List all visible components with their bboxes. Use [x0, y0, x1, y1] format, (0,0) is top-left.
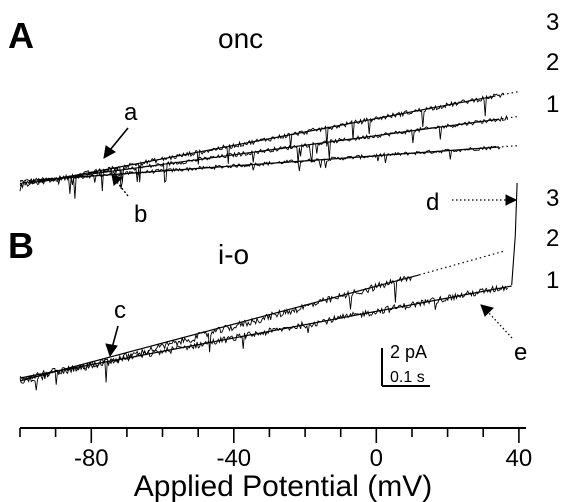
series-label-b-1: 1 [546, 267, 559, 294]
annotation-arrows [103, 127, 518, 358]
arrow-c [111, 325, 119, 349]
panel-a-letter: A [8, 15, 34, 56]
x-tick-label: 0 [370, 445, 383, 472]
arrow-a-head [103, 145, 116, 159]
series-b-2-trace [19, 275, 413, 391]
series-b-2-extrapolation [418, 250, 505, 276]
series-a-1-trace [19, 145, 501, 186]
annotation-c-label: c [114, 297, 126, 324]
arrow-c-head [105, 343, 118, 358]
arrow-e [487, 311, 513, 339]
series-label-b-3: 3 [546, 185, 559, 212]
series-a-2-trace [19, 114, 509, 194]
annotation-a-label: a [124, 99, 138, 126]
panel-a-title: onc [218, 23, 263, 54]
scale-bar-current-label: 2 pA [390, 342, 427, 362]
x-tick-label: -80 [74, 445, 109, 472]
series-a-1-extrapolation [497, 145, 519, 148]
scale-bar-time-label: 0.1 s [390, 369, 425, 386]
series-b-3-trace [511, 182, 518, 286]
arrow-b [116, 181, 129, 197]
scale-bar [381, 348, 430, 387]
annotation-e-label: e [514, 339, 527, 366]
annotation-b-label: b [134, 201, 147, 228]
x-tick-label: 40 [506, 445, 533, 472]
series-label-a-2: 2 [546, 49, 559, 76]
series-label-a-3: 3 [546, 9, 559, 36]
trace-layer [19, 91, 520, 391]
x-axis-label: Applied Potential (mV) [134, 470, 432, 502]
series-a-3-trace [19, 92, 505, 199]
arrow-e-head [480, 304, 494, 317]
panel-b-letter: B [8, 225, 34, 266]
annotation-d-label: d [426, 189, 439, 216]
series-a-3-lead-in [19, 181, 38, 187]
arrow-a [109, 127, 129, 151]
x-axis: -80 -40 0 40 [19, 427, 533, 472]
series-a-3-fit-line [37, 95, 495, 183]
series-label-b-2: 2 [546, 225, 559, 252]
arrow-d-head [505, 194, 518, 206]
series-label-a-1: 1 [546, 91, 559, 118]
x-tick-label: -40 [216, 445, 251, 472]
arrow-b-head [111, 174, 124, 186]
panel-b-title: i-o [218, 239, 249, 270]
series-b-1-trace [19, 284, 508, 385]
